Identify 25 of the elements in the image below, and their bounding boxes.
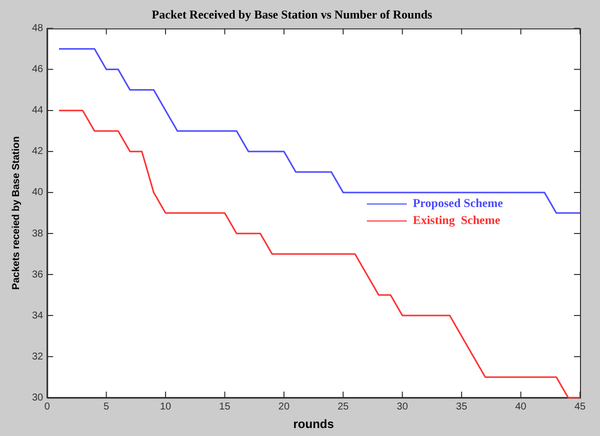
y-tick-label: 36 bbox=[32, 269, 44, 280]
y-tick-label: 40 bbox=[32, 187, 44, 198]
x-tick-label: 15 bbox=[219, 401, 231, 412]
x-tick-label: 25 bbox=[338, 401, 350, 412]
legend-label: Proposed Scheme bbox=[412, 196, 504, 210]
y-tick-label: 34 bbox=[32, 310, 44, 322]
y-axis-title: Packets receied by Base Station bbox=[10, 136, 22, 290]
y-tick-label: 42 bbox=[32, 146, 44, 158]
y-tick-label: 48 bbox=[32, 23, 44, 34]
y-tick-label: 30 bbox=[32, 392, 44, 404]
x-axis-title: rounds bbox=[293, 417, 334, 432]
y-tick-label: 44 bbox=[32, 105, 44, 116]
x-tick-label: 0 bbox=[44, 401, 50, 412]
x-tick-label: 45 bbox=[574, 401, 586, 412]
x-tick-label: 35 bbox=[456, 401, 468, 412]
x-tick-label: 30 bbox=[396, 401, 408, 412]
x-tick-label: 20 bbox=[278, 401, 290, 412]
y-tick-label: 38 bbox=[32, 228, 44, 240]
x-tick-label: 10 bbox=[160, 401, 172, 412]
x-tick-label: 5 bbox=[104, 401, 110, 412]
chart-title: Packet Received by Base Station vs Number of Rounds bbox=[152, 7, 433, 22]
x-tick-label: 40 bbox=[515, 401, 527, 412]
y-tick-label: 32 bbox=[32, 351, 44, 362]
legend-label: Existing Scheme bbox=[412, 213, 501, 228]
y-tick-label: 46 bbox=[32, 64, 44, 76]
